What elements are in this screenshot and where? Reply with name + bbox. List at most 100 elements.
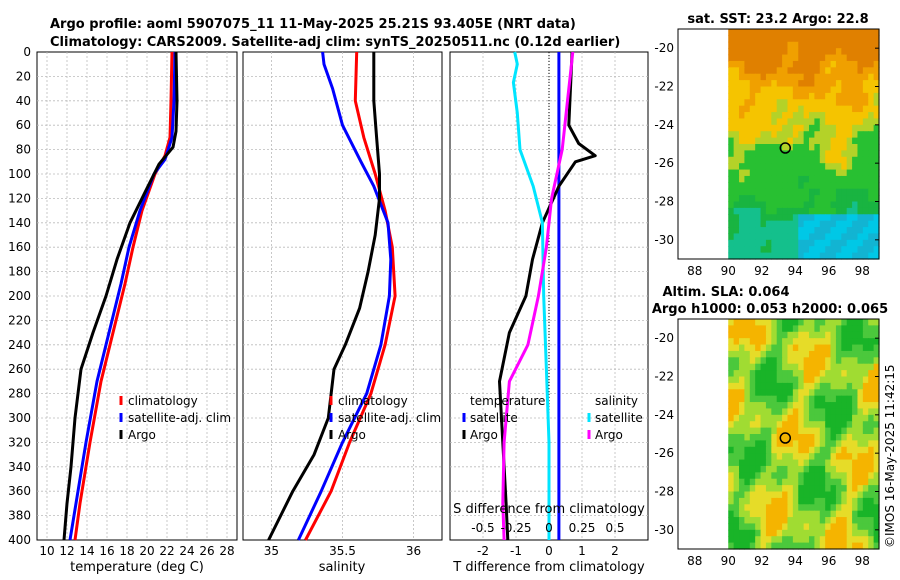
heatmap-cell [765,35,772,43]
heatmap-cell [873,363,880,371]
heatmap-cell [744,220,751,228]
heatmap-cell [873,523,880,531]
heatmap-cell [868,80,875,88]
heatmap-cell [835,517,842,525]
heatmap-cell [852,60,859,68]
heatmap-cell [830,395,837,403]
heatmap-cell [830,478,837,486]
sst-map-title: sat. SST: 23.2 Argo: 22.8 [687,12,868,27]
heatmap-cell [825,338,832,346]
heatmap-cell [862,376,869,384]
heatmap-cell [798,389,805,397]
heatmap-cell [733,195,740,203]
legend-label-s-satellite: satellite [595,411,643,425]
map-y-tick-label: -24 [654,118,674,132]
heatmap-cell [739,175,745,183]
heatmap-cell [873,252,880,260]
heatmap-cell [852,105,859,113]
heatmap-cell [739,150,745,158]
heatmap-cell [841,421,848,429]
map-x-tick-label: 96 [821,554,836,568]
heatmap-cell [846,325,853,333]
heatmap-cell [755,485,762,493]
heatmap-cell [846,207,853,215]
heatmap-cell [733,497,740,505]
heatmap-cell [739,246,745,254]
heatmap-cell [755,201,762,209]
heatmap-cell [852,150,859,158]
heatmap-cell [814,73,821,81]
heatmap-cell [825,453,832,461]
heatmap-cell [792,239,799,247]
legend-label-climatology: climatology [338,394,408,408]
heatmap-cell [787,402,794,410]
heatmap-cell [814,92,821,100]
heatmap-cell [744,29,751,36]
heatmap-cell [819,319,826,326]
heatmap-cell [830,80,837,88]
heatmap-cell [819,408,826,416]
heatmap-cell [825,118,832,126]
temperature-panel: 10 12 14 16 18 20 22 24 26 28 0204060801001201401… [8,45,238,575]
heatmap-cell [809,389,815,397]
heatmap-cell [846,163,853,171]
heatmap-cell [862,427,869,435]
heatmap-cell [798,350,805,358]
heatmap-cell [852,201,859,209]
heatmap-cell [771,169,778,177]
heatmap-cell [787,376,794,384]
heatmap-cell [862,41,869,49]
heatmap-cell [749,382,756,390]
heatmap-cell [733,344,740,352]
heatmap-cell [846,389,853,397]
heatmap-cell [739,239,745,247]
heatmap-cell [792,331,799,339]
heatmap-cell [814,402,821,410]
heatmap-cell [760,319,767,326]
heatmap-cell [749,478,756,486]
heatmap-cell [782,459,789,467]
heatmap-cell [755,41,762,49]
heatmap-cell [835,67,842,75]
heatmap-cell [787,440,794,448]
x-tick-label: -2 [477,544,489,558]
heatmap-cell [749,48,756,56]
heatmap-cell [755,86,762,94]
heatmap-cell [798,239,805,247]
heatmap-cell [739,67,745,75]
heatmap-cell [782,453,789,461]
heatmap-cell [744,459,751,467]
heatmap-cell [771,363,778,371]
heatmap-cell [749,357,756,365]
heatmap-cell [852,465,859,473]
heatmap-cell [760,246,767,254]
heatmap-cell [749,427,756,435]
heatmap-cell [819,169,826,177]
heatmap-cell [771,357,778,365]
heatmap-cell [814,86,821,94]
heatmap-cell [835,54,842,62]
heatmap-cell [776,195,783,203]
heatmap-cell [798,195,805,203]
heatmap-cell [760,357,767,365]
heatmap-cell [798,233,805,241]
heatmap-cell [728,150,735,158]
heatmap-cell [846,112,853,120]
heatmap-cell [782,92,789,100]
heatmap-cell [798,434,805,441]
heatmap-cell [787,207,794,215]
heatmap-cell [830,485,837,493]
heatmap-cell [760,144,767,151]
heatmap-cell [798,35,805,43]
heatmap-cell [862,536,869,544]
heatmap-cell [852,227,859,235]
heatmap-cell [803,156,810,164]
heatmap-cell [841,48,848,56]
heatmap-cell [857,478,864,486]
heatmap-cell [739,233,745,241]
heatmap-cell [819,188,826,196]
heatmap-cell [776,163,783,171]
heatmap-cell [830,465,837,473]
figure-title-line1: Argo profile: aoml 5907075_11 11-May-202… [50,17,576,32]
heatmap-cell [857,195,864,203]
